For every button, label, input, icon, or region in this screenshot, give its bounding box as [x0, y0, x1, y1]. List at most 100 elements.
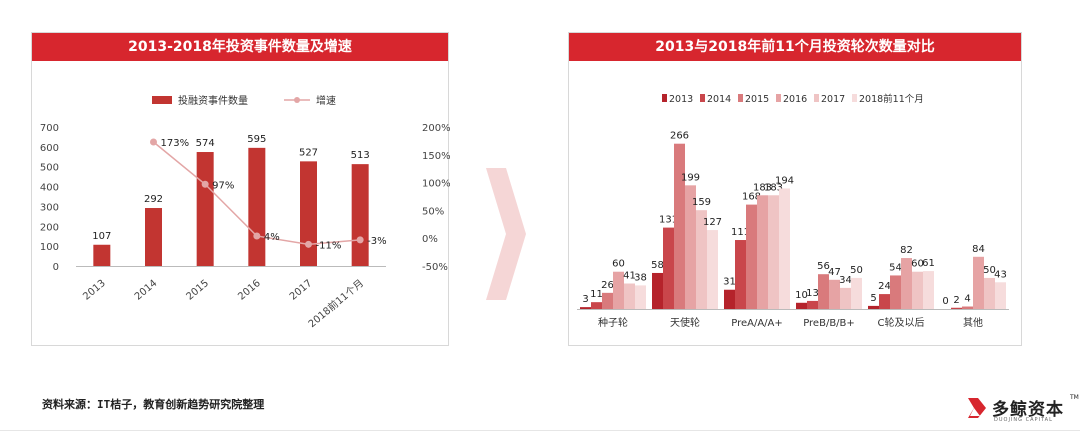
- bar-value-label: 5: [870, 293, 876, 304]
- y-tick-label: 600: [40, 143, 59, 154]
- bar-value-label: 50: [983, 265, 996, 276]
- legend-swatch: [738, 94, 743, 102]
- legend-label: 2013: [669, 94, 693, 105]
- bar-2018前11个月: [707, 230, 718, 309]
- category-label: C轮及以后: [878, 316, 925, 329]
- y-tick-label: 500: [40, 163, 59, 174]
- bar-2014: [951, 307, 962, 309]
- bar-2015: [602, 292, 613, 309]
- bar-value-label: 183: [753, 182, 772, 193]
- bar-value-label: 2: [953, 295, 959, 306]
- legend-swatch-bars: [152, 96, 172, 104]
- investment-events-chart: 投融资事件数量 增速 700 600 500 400 300 200 100 0 200% 150% 1…: [40, 94, 450, 330]
- growth-point: [356, 236, 364, 244]
- whale-logo-icon: [968, 398, 986, 418]
- y2-tick-label: 200%: [422, 123, 450, 134]
- bar-value-label: 527: [299, 147, 318, 158]
- chart2-legend: 2013 2014 2015 2016 2017 2018前11个月: [662, 93, 924, 105]
- bar-events: [145, 208, 162, 266]
- bar-events: [93, 244, 111, 266]
- bar-value-label: 54: [889, 262, 902, 273]
- bar-value-label: 595: [247, 134, 266, 145]
- bar-value-label: 41: [623, 271, 636, 282]
- bar-value-label: 60: [612, 259, 625, 270]
- bar-2018前11个月: [635, 285, 646, 309]
- bar-2013: [724, 289, 735, 309]
- bar-value-label: 50: [850, 265, 863, 276]
- bar-value-label: 47: [828, 267, 841, 278]
- bar-value-label: 4: [964, 294, 970, 305]
- bar-2013: [580, 307, 591, 309]
- bar-events: [248, 147, 266, 266]
- category-label: PreB/B/B+: [803, 318, 855, 329]
- bar-2015: [746, 204, 757, 309]
- y-tick-label: 200: [40, 222, 59, 233]
- bar-2017: [696, 210, 707, 309]
- bar-2014: [735, 240, 746, 309]
- bar-2016: [901, 258, 912, 309]
- bar-events: [351, 164, 369, 266]
- x-tick-label: 2018前11个月: [306, 276, 367, 330]
- y2-tick-label: 100%: [422, 179, 450, 190]
- bar-2016: [685, 185, 696, 309]
- growth-value-label: -3%: [367, 236, 386, 247]
- y-tick-label: 100: [40, 242, 59, 253]
- bar-2015: [890, 275, 901, 309]
- bar-2017: [840, 287, 851, 309]
- growth-point: [305, 240, 312, 248]
- bar-value-label: 82: [900, 245, 913, 256]
- bar-2016: [613, 271, 624, 309]
- bar-value-label: 168: [742, 192, 761, 203]
- left-chart-title: 2013-2018年投资事件数量及增速: [32, 33, 448, 61]
- transition-arrow-icon: [486, 168, 526, 300]
- legend-label: 2015: [745, 94, 769, 105]
- bar-value-label: 24: [878, 281, 891, 292]
- legend-swatch: [852, 94, 857, 102]
- bar-value-label: 38: [634, 272, 647, 283]
- growth-point: [150, 138, 157, 146]
- category-label: 其他: [963, 316, 983, 329]
- y2-tick-label: -50%: [422, 262, 448, 273]
- y2-tick-label: 150%: [422, 151, 450, 162]
- x-tick-label: 2013: [81, 278, 108, 303]
- bar-2018前11个月: [995, 282, 1006, 309]
- bar-2017: [984, 277, 995, 309]
- x-tick-label: 2016: [236, 278, 263, 303]
- bar-value-label: 199: [681, 172, 700, 183]
- bar-value-label: 60: [911, 259, 924, 270]
- bar-2013: [652, 272, 663, 309]
- bar-value-label: 266: [670, 131, 689, 142]
- bar-value-label: 194: [775, 175, 794, 186]
- right-chart-panel: 2013与2018年前11个月投资轮次数量对比 2013 2014 2015 2016…: [568, 32, 1022, 346]
- bar-2016: [829, 279, 840, 309]
- logo: 多鲸资本 DUOJING CAPITAL TM: [966, 392, 1079, 428]
- y-tick-label: 300: [40, 202, 59, 213]
- y2-tick-label: 0%: [422, 234, 438, 245]
- bar-2016: [757, 195, 768, 309]
- category-label: 种子轮: [598, 316, 628, 329]
- bar-2018前11个月: [923, 271, 934, 309]
- y2-tick-label: 50%: [422, 206, 444, 217]
- legend-label: 2014: [707, 94, 731, 105]
- logo-subtitle: DUOJING CAPITAL: [994, 417, 1053, 423]
- bar-value-label: 513: [351, 150, 370, 161]
- bar-value-label: 292: [144, 194, 163, 205]
- bar-value-label: 127: [703, 217, 722, 228]
- source-note: 资料来源：IT桔子，教育创新趋势研究院整理: [42, 398, 265, 411]
- bar-2014: [879, 294, 890, 309]
- bar-value-label: 107: [92, 231, 111, 242]
- category-label: PreA/A/A+: [731, 318, 783, 329]
- x-tick-label: 2017: [288, 278, 315, 303]
- logo-trademark: TM: [1070, 394, 1079, 401]
- bar-2016: [973, 256, 984, 309]
- bar-2017: [624, 283, 635, 309]
- category-label: 天使轮: [670, 316, 700, 329]
- bar-value-label: 11: [590, 289, 603, 300]
- bar-value-label: 159: [692, 197, 711, 208]
- bar-value-label: 43: [994, 269, 1007, 280]
- bar-2017: [912, 271, 923, 309]
- bar-2015: [818, 274, 829, 309]
- bar-events: [196, 152, 214, 266]
- legend-label-growth: 增速: [316, 94, 336, 107]
- legend-swatch: [814, 94, 819, 102]
